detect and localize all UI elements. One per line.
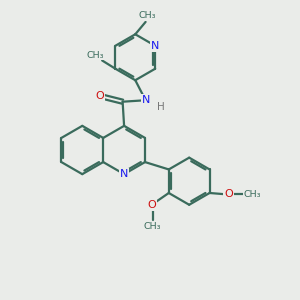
Text: H: H: [157, 102, 165, 112]
Text: O: O: [224, 190, 233, 200]
Text: CH₃: CH₃: [244, 190, 261, 199]
Text: CH₃: CH₃: [144, 222, 161, 231]
Text: N: N: [141, 95, 150, 105]
Text: N: N: [151, 41, 159, 51]
Text: O: O: [148, 200, 156, 210]
Text: O: O: [96, 92, 104, 101]
Text: N: N: [120, 169, 128, 179]
Text: CH₃: CH₃: [138, 11, 156, 20]
Text: CH₃: CH₃: [87, 51, 104, 60]
